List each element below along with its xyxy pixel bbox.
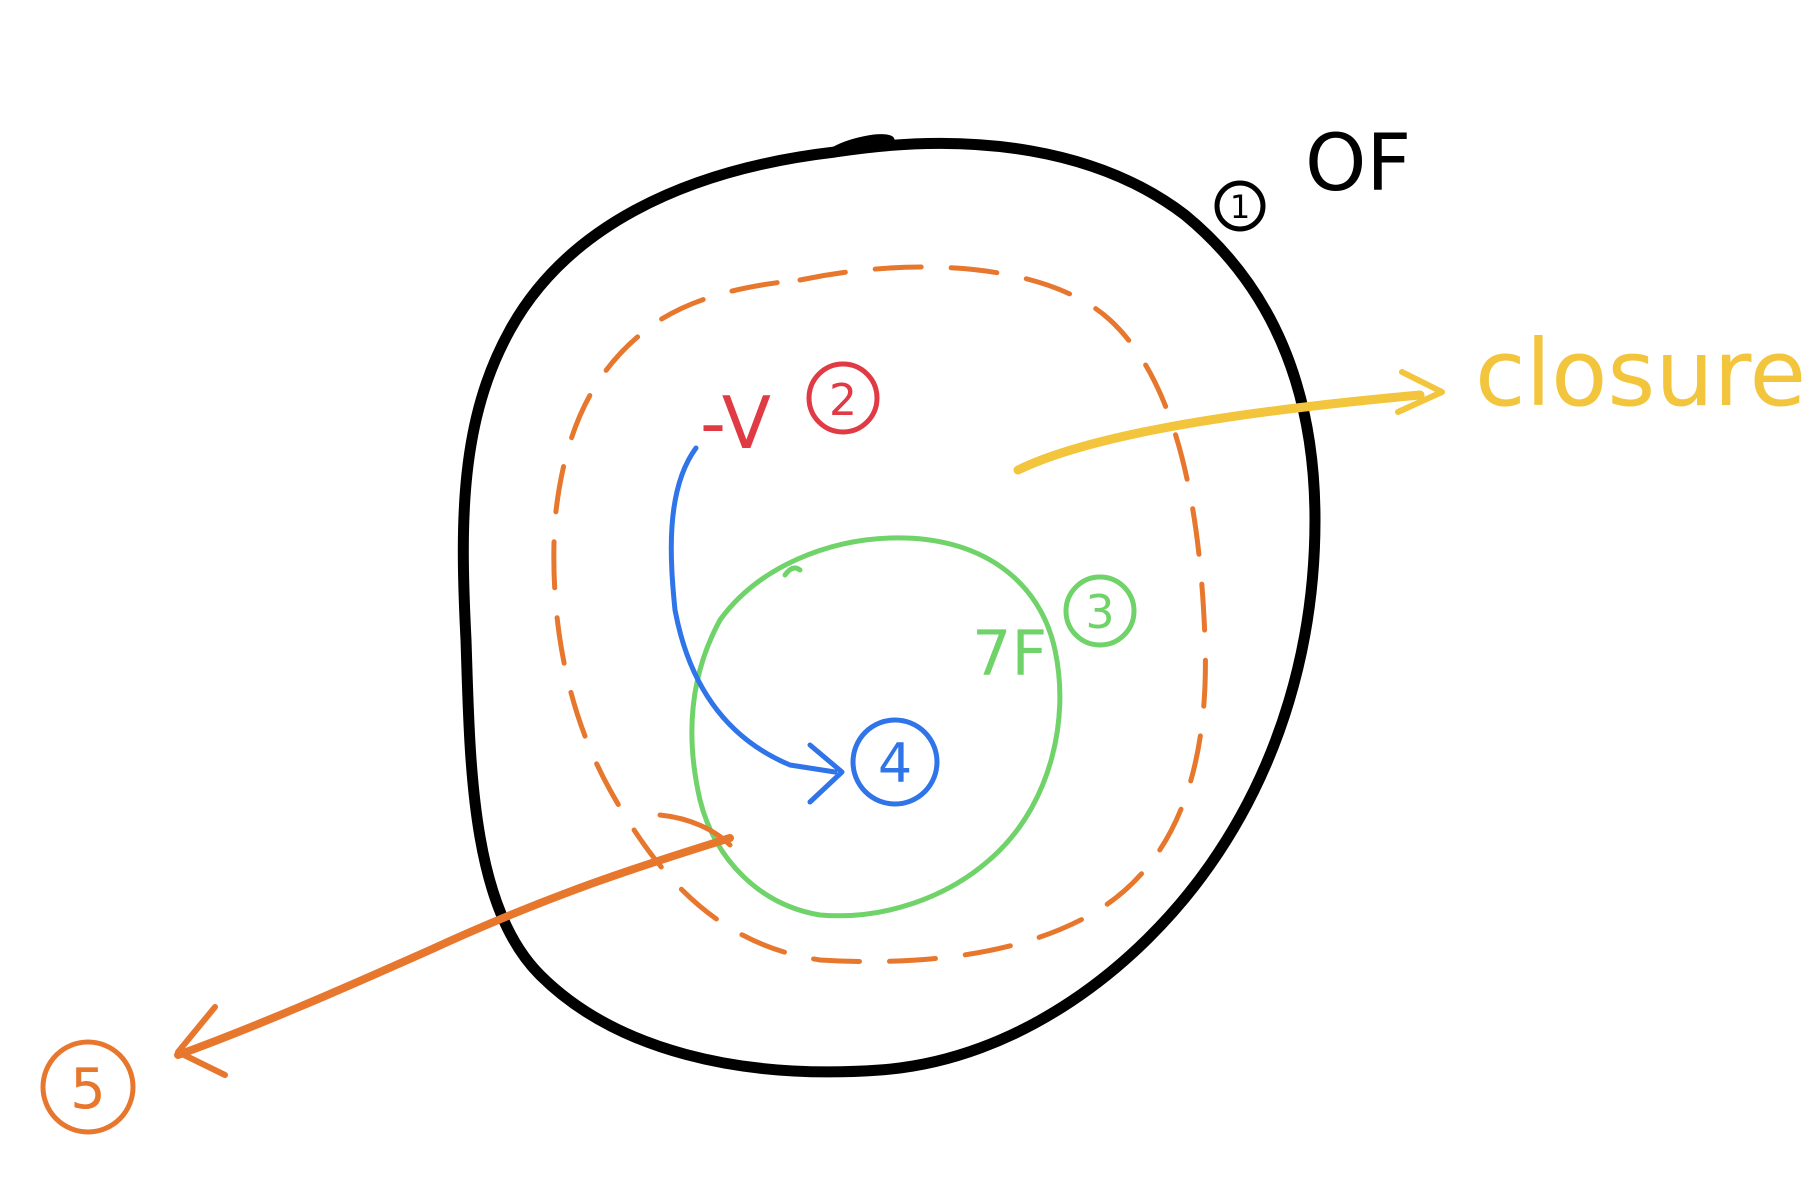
green-label-text: 7F [972, 617, 1047, 690]
green-number-circle [1063, 574, 1137, 648]
outer-circle-overlap [828, 134, 895, 157]
orange-dashed-ring [551, 264, 1208, 965]
red-label-text: -V [700, 381, 771, 465]
blue-arrow [668, 445, 838, 775]
outer-circle [457, 137, 1321, 1078]
blue-arrowhead [807, 742, 845, 805]
closure-label: closure [1475, 320, 1806, 427]
orange-arrowhead [175, 1004, 228, 1078]
black-number: 1 [1230, 188, 1250, 226]
orange-number-circle [40, 1039, 136, 1135]
green-circle [689, 535, 1063, 919]
black-number-circle [1214, 180, 1266, 232]
orange-hook [657, 812, 733, 848]
outer-label-text: OF [1305, 119, 1411, 209]
red-number: 2 [829, 375, 857, 426]
orange-arrow [174, 834, 734, 1059]
yellow-arrow [1013, 390, 1425, 475]
red-number-circle [806, 361, 880, 435]
green-circle-tick [782, 565, 803, 578]
blue-number: 4 [878, 732, 912, 795]
orange-number: 5 [70, 1057, 106, 1122]
yellow-arrowhead [1395, 369, 1445, 415]
green-number: 3 [1085, 585, 1114, 639]
blue-number-circle [850, 717, 940, 807]
